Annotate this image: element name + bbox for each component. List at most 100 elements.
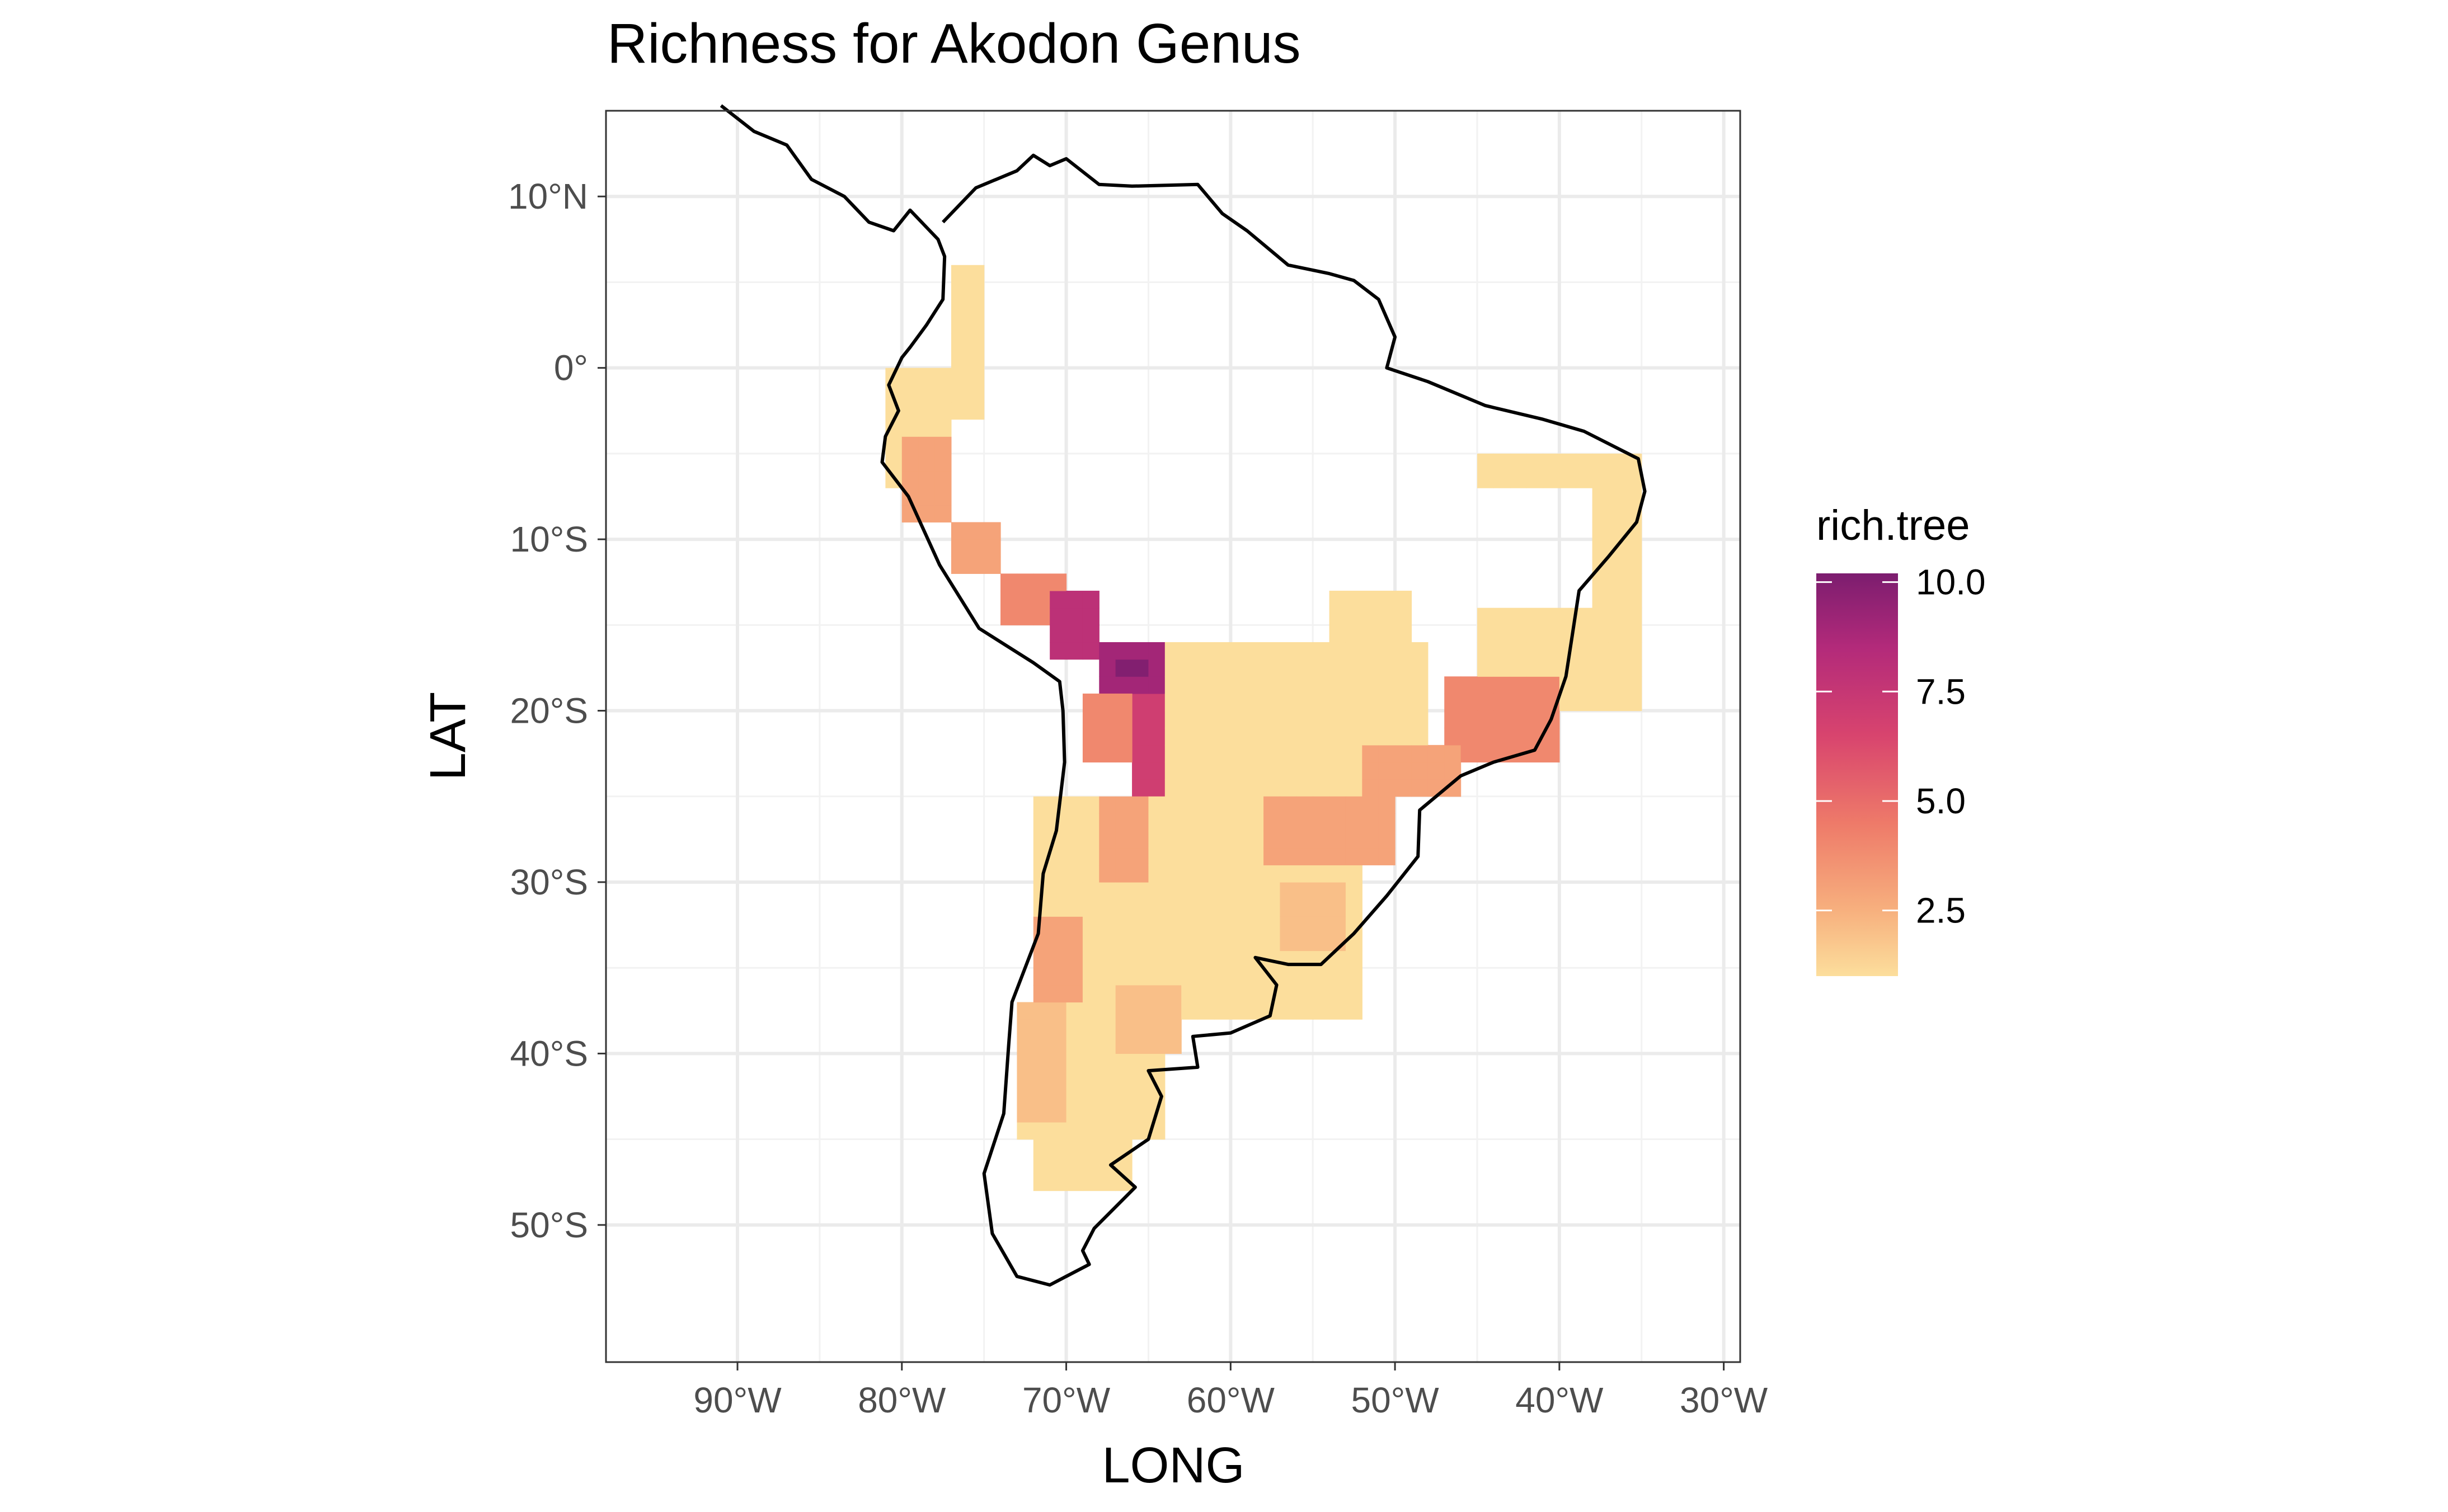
richness-cell (1378, 813, 1395, 831)
richness-cell (901, 368, 919, 385)
x-tick-label: 90°W (693, 1380, 782, 1420)
richness-cell (1050, 933, 1067, 952)
legend-tick-label: 2.5 (1916, 891, 1966, 931)
richness-cell (1247, 985, 1264, 1003)
richness-cell (967, 282, 985, 300)
richness-cell (901, 402, 919, 420)
richness-cells (885, 265, 1642, 1191)
richness-cell (1608, 453, 1625, 472)
richness-cell (1050, 882, 1067, 900)
richness-cell (1164, 831, 1182, 849)
richness-cell (1132, 693, 1149, 712)
richness-cell (1099, 1019, 1116, 1037)
richness-cell (1148, 796, 1166, 814)
richness-cell (1197, 642, 1215, 660)
richness-cell (1033, 591, 1050, 609)
richness-cell (1345, 899, 1362, 917)
richness-cell (1066, 591, 1083, 609)
richness-cell (1378, 831, 1395, 849)
richness-cell (1082, 1036, 1100, 1054)
richness-cell (1263, 745, 1281, 763)
richness-cell (1460, 676, 1478, 694)
richness-cell (1559, 693, 1576, 712)
richness-cell (1247, 642, 1264, 660)
richness-cell (1543, 745, 1560, 763)
richness-cell (1592, 659, 1609, 677)
richness-cell (918, 453, 936, 472)
richness-cell (1625, 642, 1642, 660)
richness-cell (1280, 728, 1297, 746)
richness-cell (1493, 728, 1511, 746)
richness-cell (1411, 762, 1429, 780)
richness-cell (1247, 882, 1264, 900)
richness-cell (1132, 728, 1149, 746)
grid-major (606, 111, 1740, 1362)
richness-cell (1625, 556, 1642, 574)
richness-cell (967, 333, 985, 351)
richness-cell (1181, 865, 1199, 883)
figure-title: Richness for Akodon Genus (607, 12, 1301, 75)
richness-cell (1296, 676, 1313, 694)
richness-cell (1132, 1002, 1149, 1020)
richness-cell (1345, 676, 1362, 694)
richness-cell (1313, 968, 1330, 986)
richness-cell (1132, 659, 1149, 677)
richness-cell (1313, 745, 1330, 763)
richness-cell (1181, 882, 1199, 900)
richness-cell (1378, 693, 1395, 712)
richness-cell (1050, 865, 1067, 883)
richness-cell (1132, 676, 1149, 694)
richness-cell (1099, 1036, 1116, 1054)
richness-cell (1247, 693, 1264, 712)
richness-cell (1247, 710, 1264, 728)
richness-cell (1362, 625, 1379, 643)
richness-cell (1115, 831, 1133, 849)
richness-cell (1082, 796, 1100, 814)
richness-cell (1197, 933, 1215, 952)
richness-cell (1033, 1087, 1050, 1105)
richness-cell (1148, 1019, 1166, 1037)
richness-cell (1181, 659, 1199, 677)
richness-cell (1313, 693, 1330, 712)
richness-cell (1017, 1053, 1034, 1071)
richness-cell (967, 539, 985, 557)
richness-cell (951, 282, 968, 300)
richness-cell (1576, 453, 1593, 472)
y-tick-label: 30°S (510, 862, 588, 902)
richness-cell (1115, 899, 1133, 917)
richness-cell (1197, 916, 1215, 934)
richness-cell (1329, 899, 1346, 917)
richness-cell (951, 402, 968, 420)
richness-cell (1214, 985, 1231, 1003)
richness-cell (1247, 676, 1264, 694)
richness-cell (1625, 607, 1642, 625)
richness-cell (1378, 710, 1395, 728)
richness-cell (951, 539, 968, 557)
richness-cell (1164, 728, 1182, 746)
richness-cell (1050, 1105, 1067, 1123)
richness-cell (1066, 1036, 1083, 1054)
richness-cell (1197, 899, 1215, 917)
richness-cell (1296, 916, 1313, 934)
richness-cell (1329, 985, 1346, 1003)
richness-cell (1477, 745, 1494, 763)
richness-cell (1115, 728, 1133, 746)
richness-cell (1263, 831, 1281, 849)
richness-cell (1313, 659, 1330, 677)
richness-cell (1345, 779, 1362, 797)
richness-cell (1197, 762, 1215, 780)
richness-cell (1214, 728, 1231, 746)
y-tick-label: 0° (554, 348, 588, 388)
richness-cell (1263, 659, 1281, 677)
richness-cell (1197, 831, 1215, 849)
richness-cell (1033, 1002, 1050, 1020)
richness-cell (1329, 1002, 1346, 1020)
richness-cell (1460, 693, 1478, 712)
richness-cell (1493, 453, 1511, 472)
richness-cell (1132, 1071, 1149, 1089)
richness-cell (1050, 1053, 1067, 1071)
richness-cell (1230, 659, 1248, 677)
richness-cell (1099, 796, 1116, 814)
richness-cell (1345, 728, 1362, 746)
richness-cell (1296, 642, 1313, 660)
